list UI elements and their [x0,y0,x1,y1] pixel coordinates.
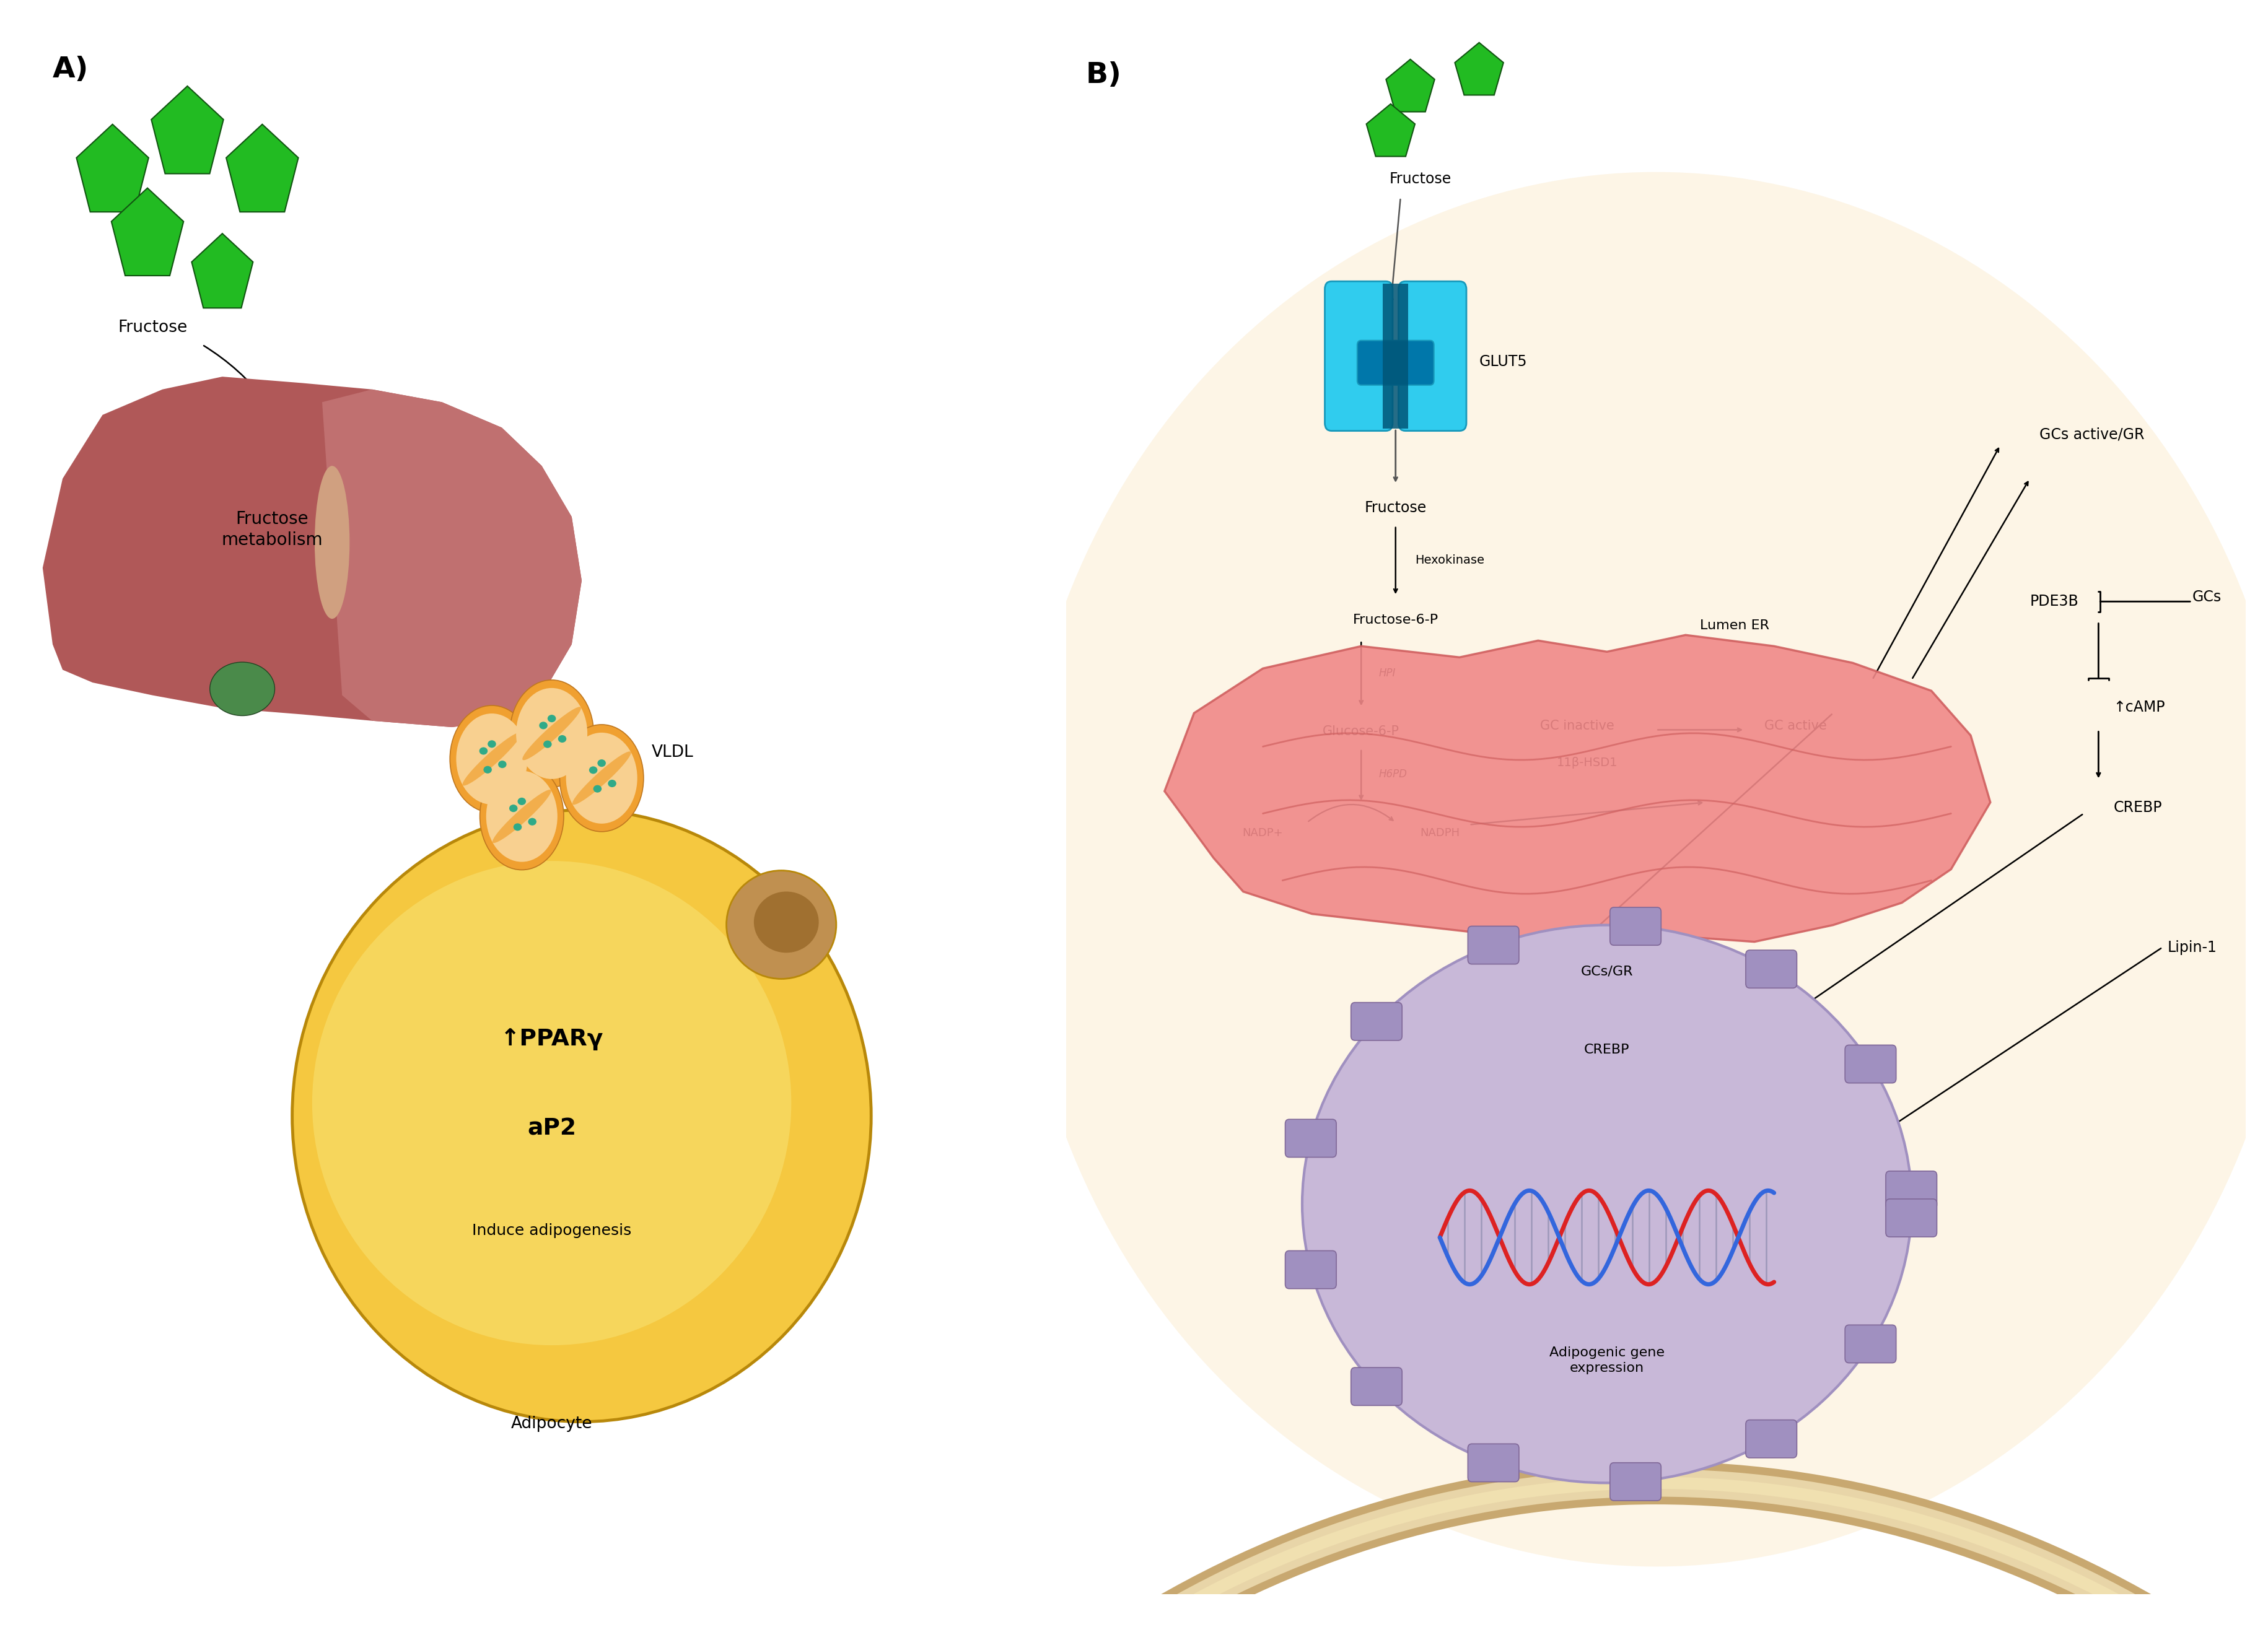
Ellipse shape [492,789,551,843]
Ellipse shape [590,766,596,774]
Polygon shape [77,124,150,212]
Circle shape [515,688,587,779]
Text: ↑cAMP: ↑cAMP [2114,700,2164,714]
Text: Fructose: Fructose [118,319,188,335]
FancyBboxPatch shape [1746,1420,1796,1458]
Text: HPI: HPI [1379,667,1395,678]
Text: A): A) [52,55,88,83]
Polygon shape [43,376,581,727]
Ellipse shape [293,810,871,1422]
Polygon shape [191,234,254,308]
FancyBboxPatch shape [1397,281,1465,431]
Circle shape [510,680,594,787]
Ellipse shape [547,714,556,722]
Text: GCs: GCs [2191,589,2220,605]
Text: aP2: aP2 [526,1118,576,1141]
Text: Fructose: Fructose [1363,501,1427,516]
Polygon shape [111,189,184,275]
Circle shape [481,763,562,870]
Ellipse shape [517,797,526,805]
Ellipse shape [499,760,506,768]
Text: CREBP: CREBP [1583,1043,1628,1056]
Ellipse shape [596,760,606,766]
Circle shape [449,706,533,812]
Ellipse shape [726,870,837,979]
Text: NADPH: NADPH [1420,827,1458,838]
Ellipse shape [508,805,517,812]
Text: B): B) [1086,62,1120,89]
Text: Lipin-1: Lipin-1 [2166,940,2216,955]
Ellipse shape [540,722,547,729]
FancyBboxPatch shape [1349,1368,1402,1406]
Text: Fructose
metabolism: Fructose metabolism [222,511,322,548]
Polygon shape [1454,42,1504,94]
Text: GCs/GR: GCs/GR [1581,965,1633,978]
Circle shape [560,724,644,831]
Ellipse shape [1016,172,2268,1567]
Text: GC inactive: GC inactive [1540,719,1615,732]
Ellipse shape [558,735,567,742]
FancyBboxPatch shape [1746,950,1796,988]
Ellipse shape [1302,926,1912,1482]
Polygon shape [1365,104,1415,156]
Text: H6PD: H6PD [1379,770,1406,779]
Ellipse shape [572,752,631,805]
Ellipse shape [528,818,535,825]
FancyBboxPatch shape [1467,926,1520,965]
Polygon shape [322,389,581,727]
Text: Adipocyte: Adipocyte [510,1415,592,1432]
Ellipse shape [513,823,522,831]
Ellipse shape [608,779,617,787]
Text: GLUT5: GLUT5 [1479,355,1526,369]
Ellipse shape [594,786,601,792]
FancyBboxPatch shape [1286,1119,1336,1157]
Text: Glucose-6-P: Glucose-6-P [1322,726,1399,739]
Text: Lumen ER: Lumen ER [1699,620,1769,631]
Ellipse shape [479,747,488,755]
FancyBboxPatch shape [1885,1171,1937,1209]
Text: 11β-HSD1: 11β-HSD1 [1556,757,1617,770]
Text: Induce adipogenesis: Induce adipogenesis [472,1224,631,1238]
Ellipse shape [522,706,581,760]
Text: VLDL: VLDL [651,745,694,761]
Text: ↑PPARγ: ↑PPARγ [501,1028,603,1051]
FancyBboxPatch shape [1467,1443,1520,1482]
FancyBboxPatch shape [1610,1463,1660,1500]
FancyBboxPatch shape [1610,908,1660,945]
Ellipse shape [483,766,492,773]
Ellipse shape [313,861,792,1346]
Ellipse shape [315,465,349,618]
FancyBboxPatch shape [1356,340,1433,386]
Text: Adipogenic gene
expression: Adipogenic gene expression [1549,1346,1665,1375]
Text: GC active: GC active [1765,719,1826,732]
FancyBboxPatch shape [1349,1002,1402,1040]
Text: Fructose-6-P: Fructose-6-P [1352,613,1438,626]
Text: CREBP: CREBP [2114,800,2161,815]
Circle shape [456,714,528,804]
Polygon shape [1386,59,1433,112]
Ellipse shape [463,732,522,786]
Ellipse shape [488,740,497,748]
Circle shape [485,771,558,862]
Polygon shape [1163,635,1989,947]
FancyBboxPatch shape [1844,1324,1896,1363]
Text: Fructose: Fructose [1388,171,1452,185]
Ellipse shape [544,740,551,748]
Ellipse shape [211,662,274,716]
Ellipse shape [753,892,819,953]
Polygon shape [152,86,225,174]
Text: GCs active/GR: GCs active/GR [2039,426,2143,441]
FancyBboxPatch shape [1844,1045,1896,1084]
Text: PDE3B: PDE3B [2030,594,2077,608]
Circle shape [565,732,637,823]
FancyBboxPatch shape [1885,1199,1937,1237]
FancyBboxPatch shape [1286,1251,1336,1289]
FancyBboxPatch shape [1325,281,1393,431]
Text: NADP+: NADP+ [1243,827,1284,838]
Text: Hexokinase: Hexokinase [1415,555,1483,566]
Polygon shape [1383,283,1408,428]
Polygon shape [227,124,299,212]
